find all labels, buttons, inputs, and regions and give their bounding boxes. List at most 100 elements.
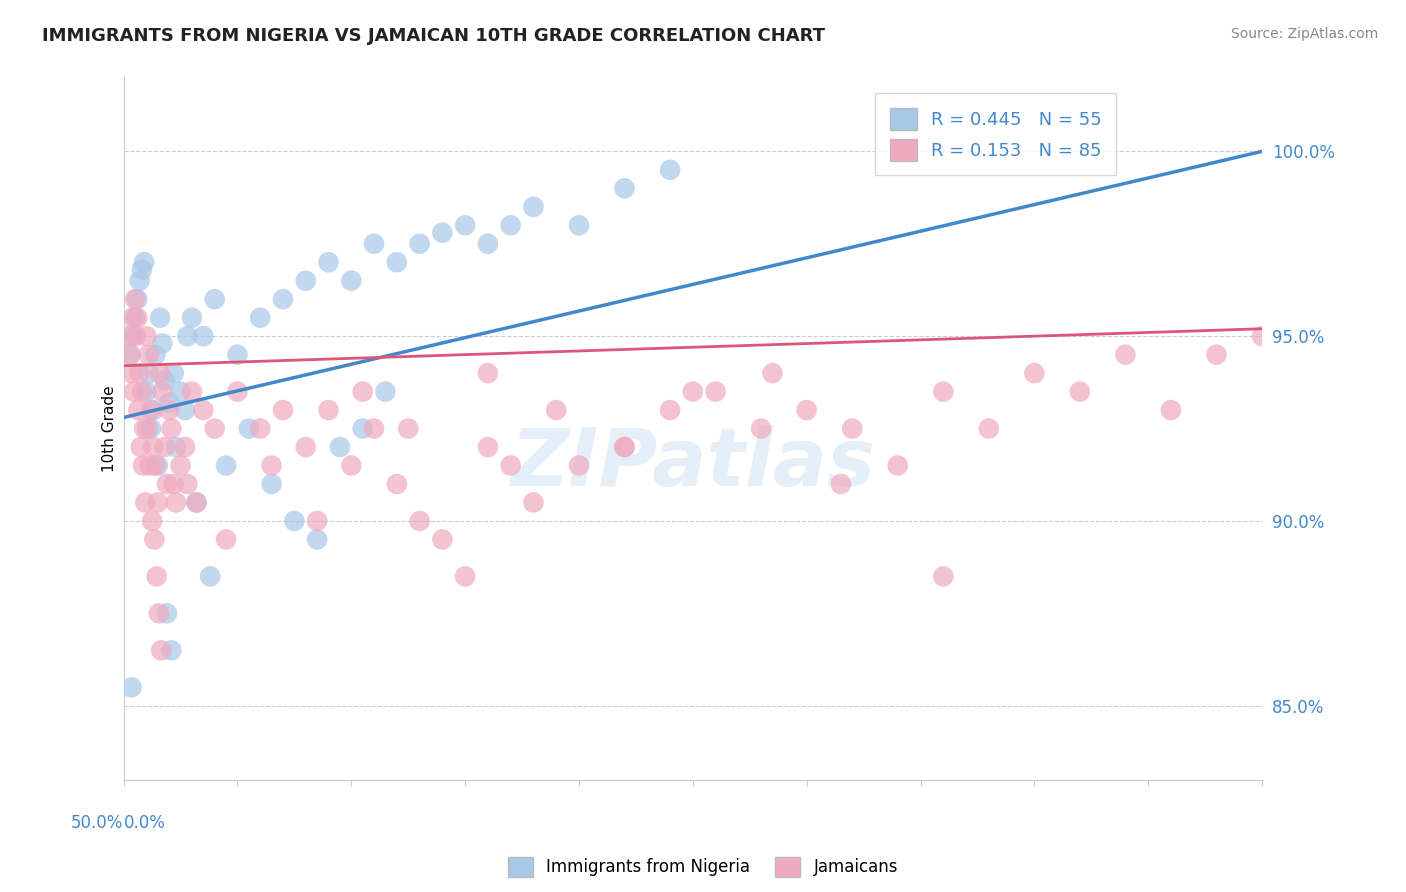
Text: 0.0%: 0.0% — [124, 814, 166, 832]
Point — [121, 310, 143, 325]
Point — [1114, 348, 1136, 362]
Point — [122, 384, 145, 399]
Point — [238, 421, 260, 435]
Point — [153, 374, 176, 388]
Point — [131, 384, 153, 399]
Point — [132, 255, 155, 269]
Point — [120, 348, 142, 362]
Point — [682, 384, 704, 399]
Point — [1205, 348, 1227, 362]
Point — [145, 458, 167, 473]
Point — [271, 292, 294, 306]
Point — [132, 421, 155, 435]
Point — [157, 403, 180, 417]
Point — [613, 440, 636, 454]
Point — [546, 403, 568, 417]
Point — [385, 477, 408, 491]
Point — [181, 310, 204, 325]
Point — [307, 533, 329, 547]
Point — [127, 310, 149, 325]
Point — [454, 569, 477, 583]
Point — [135, 384, 157, 399]
Y-axis label: 10th Grade: 10th Grade — [101, 385, 117, 472]
Point — [148, 607, 170, 621]
Point — [127, 292, 149, 306]
Point — [174, 403, 197, 417]
Point — [145, 348, 167, 362]
Point — [129, 440, 152, 454]
Point — [149, 310, 172, 325]
Point — [226, 384, 249, 399]
Point — [169, 384, 191, 399]
Point — [142, 440, 165, 454]
Point — [134, 495, 156, 509]
Point — [307, 514, 329, 528]
Point — [176, 329, 198, 343]
Point — [841, 421, 863, 435]
Point — [150, 643, 173, 657]
Point — [1251, 329, 1274, 343]
Point — [568, 458, 591, 473]
Point — [186, 495, 208, 509]
Point — [160, 421, 183, 435]
Point — [318, 255, 340, 269]
Point — [432, 226, 454, 240]
Point — [1160, 403, 1182, 417]
Point — [385, 255, 408, 269]
Point — [150, 384, 173, 399]
Point — [146, 495, 169, 509]
Point — [226, 348, 249, 362]
Point — [249, 310, 271, 325]
Point — [271, 403, 294, 417]
Point — [477, 366, 499, 380]
Point — [294, 440, 316, 454]
Point — [408, 236, 430, 251]
Point — [193, 403, 215, 417]
Point — [169, 458, 191, 473]
Point — [128, 274, 150, 288]
Point — [174, 440, 197, 454]
Point — [150, 336, 173, 351]
Point — [522, 495, 544, 509]
Point — [127, 403, 149, 417]
Point — [160, 643, 183, 657]
Point — [454, 219, 477, 233]
Point — [149, 366, 172, 380]
Text: ZIPatlas: ZIPatlas — [510, 425, 876, 503]
Point — [329, 440, 352, 454]
Point — [318, 403, 340, 417]
Point — [156, 477, 179, 491]
Point — [143, 533, 166, 547]
Point — [260, 477, 283, 491]
Point — [163, 477, 186, 491]
Point — [120, 348, 142, 362]
Point — [128, 366, 150, 380]
Point — [363, 421, 385, 435]
Point — [124, 292, 146, 306]
Point — [977, 421, 1000, 435]
Point — [181, 384, 204, 399]
Point — [363, 236, 385, 251]
Point — [1069, 384, 1091, 399]
Point — [145, 569, 167, 583]
Point — [131, 262, 153, 277]
Point — [135, 329, 157, 343]
Point — [139, 421, 162, 435]
Point — [198, 569, 221, 583]
Point — [613, 440, 636, 454]
Point — [352, 421, 374, 435]
Point — [136, 421, 159, 435]
Point — [761, 366, 783, 380]
Point — [499, 458, 522, 473]
Point — [153, 440, 176, 454]
Point — [659, 403, 682, 417]
Legend: Immigrants from Nigeria, Jamaicans: Immigrants from Nigeria, Jamaicans — [502, 850, 904, 884]
Point — [165, 495, 187, 509]
Point — [749, 421, 772, 435]
Point — [340, 458, 363, 473]
Point — [204, 421, 226, 435]
Point — [176, 477, 198, 491]
Point — [121, 366, 143, 380]
Point — [613, 181, 636, 195]
Point — [121, 680, 143, 694]
